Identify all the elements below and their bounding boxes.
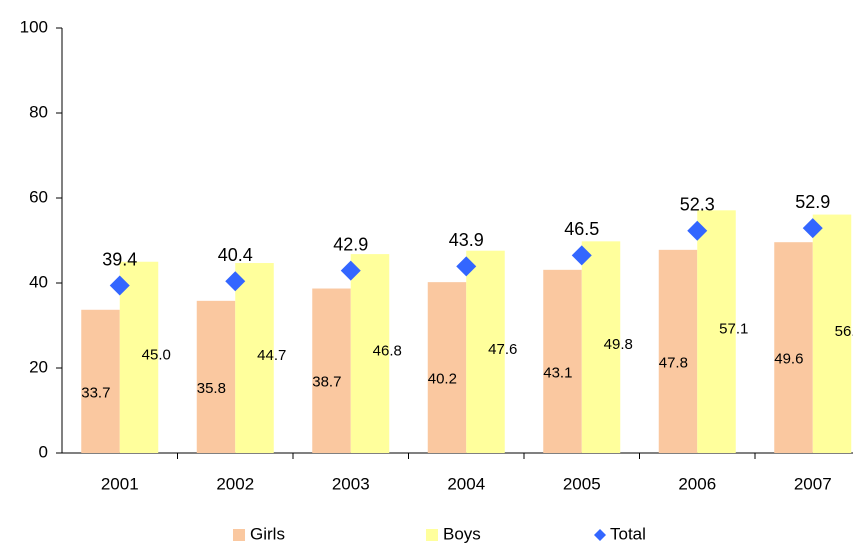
x-tick-label: 2005 [563,474,601,493]
value-label: 47.6 [488,341,517,358]
value-label: 40.2 [428,371,457,388]
bar [81,309,120,453]
value-label: 38.7 [312,374,341,391]
bar [312,288,351,453]
x-tick-label: 2007 [794,474,832,493]
value-label: 33.7 [81,384,110,401]
y-tick-label: 100 [20,17,48,36]
x-tick-label: 2004 [447,474,485,493]
y-tick-label: 0 [39,442,48,461]
bar [581,241,621,453]
legend-label: Girls [250,524,285,543]
bar [196,300,236,453]
value-label: 44.7 [257,347,286,364]
bar [812,214,852,453]
value-label: 46.5 [564,219,599,239]
legend-swatch [426,529,438,541]
value-label: 46.8 [373,343,402,360]
bar [658,249,698,453]
bar [427,282,467,453]
value-label: 52.3 [680,194,715,214]
value-label: 47.8 [659,354,688,371]
value-label: 39.4 [102,249,137,269]
value-label: 40.4 [218,245,253,265]
y-tick-label: 80 [29,102,48,121]
legend-label: Total [610,524,646,543]
bar [235,263,274,453]
value-label: 52.9 [795,192,830,212]
x-tick-label: 2002 [216,474,254,493]
marker [571,245,592,266]
value-label: 57.1 [719,321,748,338]
x-tick-label: 2001 [101,474,139,493]
value-label: 42.9 [333,234,368,254]
x-tick-label: 2003 [332,474,370,493]
value-label: 45.0 [142,346,171,363]
bar [774,242,813,453]
bar [466,250,505,453]
bar [543,269,582,453]
x-tick-label: 2006 [678,474,716,493]
value-label: 43.9 [449,230,484,250]
value-label: 49.8 [604,336,633,353]
marker [225,271,246,292]
bar [697,210,736,453]
legend-swatch [233,529,245,541]
bar [350,254,390,453]
y-tick-label: 60 [29,187,48,206]
legend-label: Boys [443,524,481,543]
bar [119,261,159,453]
marker [456,256,477,277]
value-label: 35.8 [197,380,226,397]
y-tick-label: 20 [29,357,48,376]
marker [687,220,708,241]
marker [340,260,361,281]
value-label: 56.1 [835,323,853,340]
marker [802,218,823,239]
marker [109,275,130,296]
value-label: 43.1 [543,364,572,381]
value-label: 49.6 [774,351,803,368]
y-tick-label: 40 [29,272,48,291]
legend-marker [594,529,606,541]
